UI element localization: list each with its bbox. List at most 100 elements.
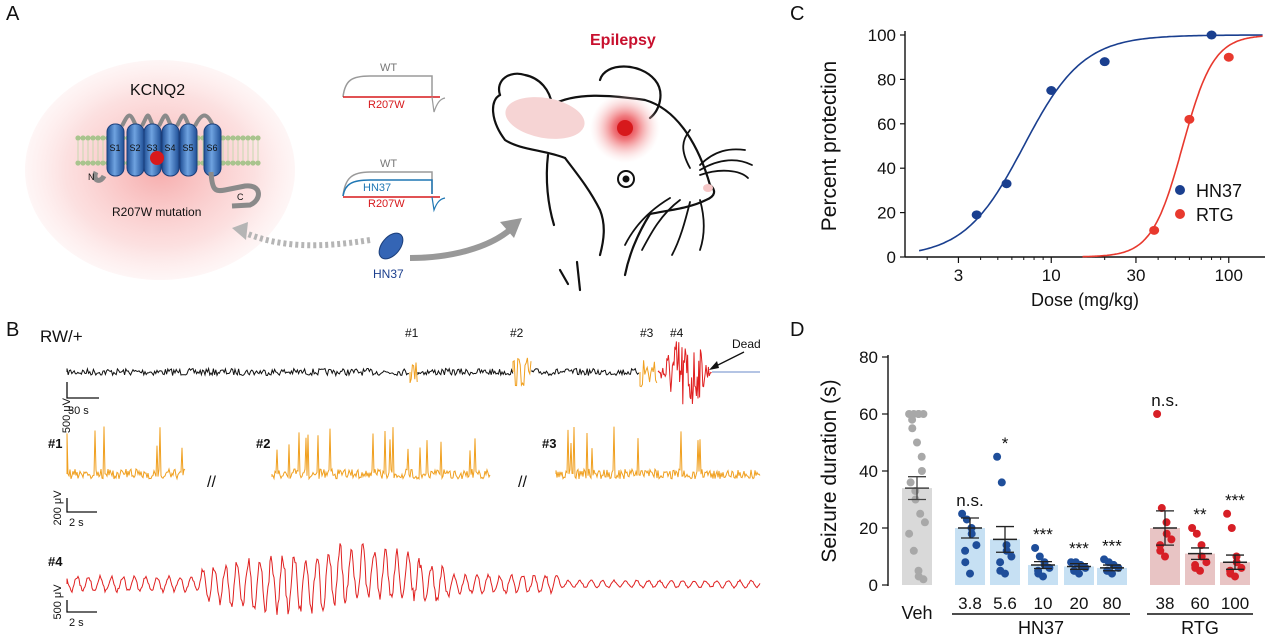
significance-label: **: [1193, 505, 1207, 524]
trace-top-r207w-label: R207W: [368, 99, 405, 111]
data-point: [958, 509, 967, 518]
panel-label-b: B: [6, 319, 19, 341]
row3-time-label: 2 s: [69, 617, 84, 629]
helix-loop: [157, 113, 173, 127]
event-2-label: #2: [510, 326, 524, 340]
mouse-eye: [617, 170, 635, 188]
category-label: 100: [1221, 594, 1249, 613]
event-4-label: #4: [670, 326, 684, 340]
dead-label: Dead: [732, 337, 761, 351]
lipid-head: [100, 160, 106, 166]
break-marker-2: //: [518, 474, 527, 491]
data-point: [913, 438, 921, 447]
data-point: [919, 575, 928, 584]
data-point-hn37: [1001, 179, 1012, 189]
lipid-head: [80, 160, 86, 166]
seizure-focus: [617, 120, 633, 136]
group-label-rtg: RTG: [1181, 618, 1219, 638]
eeg-spike-trace-2: [271, 427, 491, 481]
y-tick-label: 100: [868, 26, 896, 45]
data-point: [1161, 552, 1169, 561]
data-point: [1192, 529, 1201, 538]
lipid-head: [240, 135, 246, 141]
lipid-head: [225, 160, 231, 166]
helix-loop: [120, 113, 138, 127]
y-tick-label: 40: [859, 462, 878, 481]
data-point: [1007, 552, 1016, 561]
fit-curve-rtg: [1082, 35, 1263, 258]
data-point: [966, 569, 974, 578]
data-point: [1156, 546, 1165, 555]
mouse-ear-inner: [505, 97, 585, 139]
n-terminus-tail: [92, 170, 107, 183]
significance-label: ***: [1033, 525, 1053, 544]
data-point: [1039, 572, 1047, 581]
trace-bottom-wt-label: WT: [380, 158, 397, 170]
eeg-spike-burst-2: [512, 357, 532, 387]
data-point: [961, 546, 970, 555]
lipid-head: [250, 160, 256, 166]
data-point: [1031, 543, 1040, 552]
data-point-hn37: [1099, 57, 1110, 67]
helix-loop: [140, 113, 155, 127]
x-tick-label: 30: [1126, 266, 1145, 285]
hn37-label: HN37: [373, 267, 404, 281]
lipid-head: [235, 160, 241, 166]
row1-amplitude-label: 500 μV: [61, 397, 73, 433]
data-point-rtg: [1223, 52, 1234, 62]
x-tick-label: 3: [954, 266, 963, 285]
lipid-head: [75, 135, 81, 141]
row2-label-1: #1: [48, 436, 62, 451]
helix-label: S1: [109, 143, 120, 153]
row3-scale-bar: [66, 600, 97, 613]
mouse-whiskers: [624, 129, 753, 256]
legend-label-hn37: HN37: [1196, 181, 1242, 201]
transmembrane-helix: [161, 123, 180, 177]
data-point: [1081, 563, 1090, 572]
genotype-label: RW/+: [40, 327, 83, 346]
helix-group: S1 S2 S3 S4 S5 S6: [106, 113, 222, 177]
data-point: [1227, 524, 1236, 532]
row2-scale-bar: [66, 498, 97, 513]
channel-name: KCNQ2: [130, 82, 185, 99]
data-point: [972, 541, 981, 550]
y-tick-label: 80: [877, 70, 896, 89]
data-point: [1196, 566, 1204, 575]
helix-label: S3: [146, 143, 157, 153]
group-label-hn37: HN37: [1018, 618, 1064, 638]
data-point: [1035, 552, 1044, 561]
trace-tail-top: [431, 96, 446, 113]
mouse-pupil: [622, 175, 630, 183]
y-tick-label: 60: [859, 405, 878, 424]
row3-amplitude-label: 500 μV: [52, 584, 64, 620]
rescue-arrow-dashed: [241, 229, 371, 249]
eeg-baseline-segment: [531, 367, 640, 377]
data-point-hn37: [971, 210, 982, 220]
event-3-label: #3: [640, 326, 654, 340]
category-label: 80: [1103, 594, 1122, 613]
trace-tail-bottom: [431, 196, 446, 213]
fit-curve-hn37: [918, 34, 1263, 252]
data-point: [905, 529, 914, 538]
lipid-head: [80, 135, 86, 141]
lipid-head: [255, 160, 261, 166]
data-point: [1001, 569, 1009, 578]
data-point: [920, 518, 929, 527]
lipid-head: [85, 160, 91, 166]
category-label: 38: [1156, 594, 1175, 613]
lipid-head: [75, 160, 81, 166]
category-label: Veh: [901, 603, 932, 623]
eeg-spike-trace-1: [66, 426, 186, 481]
data-point: [1197, 541, 1206, 550]
significance-label: ***: [1225, 491, 1245, 510]
eeg-spike-trace-3: [555, 426, 761, 480]
category-label: 3.8: [958, 594, 982, 613]
transmembrane-helix: [179, 123, 198, 177]
event-1-label: #1: [405, 326, 419, 340]
panel-label-d: D: [790, 319, 804, 341]
helix-loop: [193, 113, 215, 127]
helix-loop: [175, 113, 191, 127]
eeg-seizure-burst: [657, 341, 712, 405]
lipid-head: [245, 160, 251, 166]
